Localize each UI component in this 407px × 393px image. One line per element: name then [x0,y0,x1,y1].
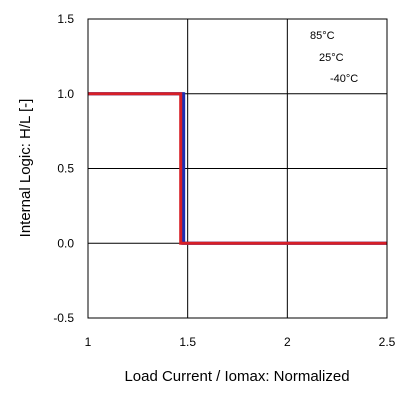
x-tick-label: 2.5 [379,335,396,349]
legend: 85°C 25°C -40°C [310,30,358,85]
x-axis-title: Load Current / Iomax: Normalized [124,368,349,385]
series-line-minus40c [88,92,387,245]
x-tick-label: 2 [284,335,291,349]
legend-item-minus40c: -40°C [330,73,358,85]
y-tick-label: 0.5 [57,162,74,176]
y-tick-label: -0.5 [53,311,74,325]
x-tick-label: 1 [85,335,92,349]
tick-layer: 1 1.5 2 2.5 1.5 1.0 0.5 0.0 -0.5 [53,12,395,349]
y-axis-title: Internal Logic: H/L [-] [17,99,34,238]
plot-frame [87,18,388,319]
legend-item-25c: 25°C [319,52,344,64]
legend-item-85c: 85°C [310,30,335,42]
x-tick-label: 1.5 [179,335,196,349]
series-layer [88,92,387,245]
y-tick-label: 0.0 [57,236,74,250]
y-tick-label: 1.0 [57,87,74,101]
y-tick-label: 1.5 [57,12,74,26]
